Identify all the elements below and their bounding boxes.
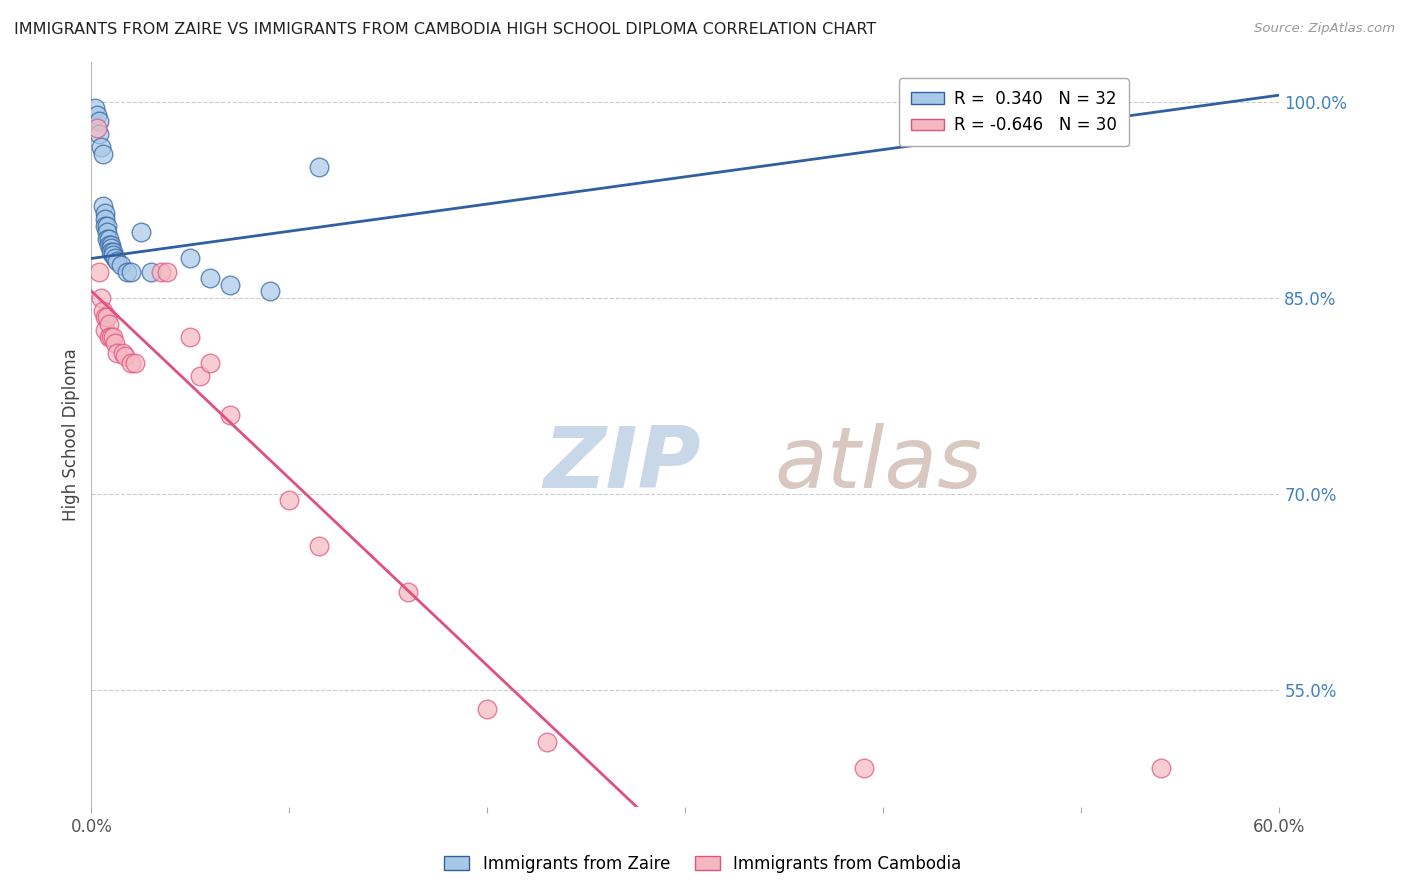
Point bbox=[98, 330, 121, 344]
Text: IMMIGRANTS FROM ZAIRE VS IMMIGRANTS FROM CAMBODIA HIGH SCHOOL DIPLOMA CORRELATIO: IMMIGRANTS FROM ZAIRE VS IMMIGRANTS FROM… bbox=[14, 22, 876, 37]
Text: Source: ZipAtlas.com: Source: ZipAtlas.com bbox=[1254, 22, 1395, 36]
Point bbox=[100, 244, 122, 259]
Point bbox=[91, 303, 114, 318]
Text: atlas: atlas bbox=[775, 423, 983, 506]
Point bbox=[179, 330, 201, 344]
Point bbox=[101, 247, 124, 261]
Point bbox=[105, 254, 128, 268]
Point bbox=[477, 702, 499, 716]
Legend: Immigrants from Zaire, Immigrants from Cambodia: Immigrants from Zaire, Immigrants from C… bbox=[437, 848, 969, 880]
Point bbox=[200, 356, 222, 370]
Y-axis label: High School Diploma: High School Diploma bbox=[62, 349, 80, 521]
Point bbox=[278, 493, 301, 508]
Point bbox=[89, 128, 111, 142]
Point bbox=[91, 199, 114, 213]
Point bbox=[259, 284, 281, 298]
Point bbox=[94, 212, 117, 227]
Point bbox=[98, 238, 121, 252]
Point bbox=[129, 225, 152, 239]
Point bbox=[86, 108, 108, 122]
Point bbox=[105, 345, 128, 359]
Point bbox=[96, 225, 118, 239]
Point bbox=[90, 291, 112, 305]
Point bbox=[308, 160, 330, 174]
Point bbox=[188, 369, 211, 384]
Point bbox=[96, 232, 118, 246]
Point bbox=[112, 345, 135, 359]
Point bbox=[104, 252, 127, 266]
Point bbox=[149, 264, 172, 278]
Point bbox=[94, 219, 117, 233]
Point bbox=[308, 539, 330, 553]
Point bbox=[101, 330, 124, 344]
Point bbox=[101, 244, 124, 259]
Point bbox=[156, 264, 179, 278]
Point bbox=[96, 219, 118, 233]
Point bbox=[536, 735, 558, 749]
Point bbox=[94, 205, 117, 219]
Point bbox=[98, 317, 121, 331]
Point bbox=[852, 761, 875, 775]
Point bbox=[94, 310, 117, 325]
Point bbox=[115, 264, 138, 278]
Point bbox=[94, 323, 117, 337]
Point bbox=[179, 252, 201, 266]
Point bbox=[96, 310, 118, 325]
Text: ZIP: ZIP bbox=[543, 423, 700, 506]
Point bbox=[100, 241, 122, 255]
Point bbox=[219, 277, 242, 292]
Point bbox=[91, 147, 114, 161]
Point bbox=[114, 350, 136, 364]
Point bbox=[84, 101, 107, 115]
Point bbox=[200, 271, 222, 285]
Point bbox=[90, 140, 112, 154]
Point bbox=[396, 584, 419, 599]
Point bbox=[89, 264, 111, 278]
Point bbox=[89, 114, 111, 128]
Point bbox=[139, 264, 162, 278]
Point bbox=[219, 409, 242, 423]
Point bbox=[86, 120, 108, 135]
Legend: R =  0.340   N = 32, R = -0.646   N = 30: R = 0.340 N = 32, R = -0.646 N = 30 bbox=[898, 78, 1129, 146]
Point bbox=[100, 238, 122, 252]
Point bbox=[124, 356, 146, 370]
Point bbox=[110, 258, 132, 272]
Point bbox=[100, 330, 122, 344]
Point bbox=[120, 356, 142, 370]
Point bbox=[120, 264, 142, 278]
Point bbox=[98, 232, 121, 246]
Point bbox=[1150, 761, 1173, 775]
Point bbox=[104, 336, 127, 351]
